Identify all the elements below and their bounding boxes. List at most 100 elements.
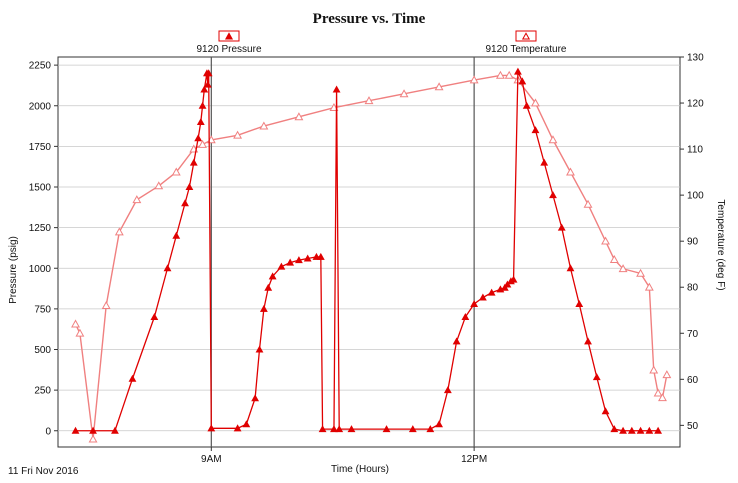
pressure-point [185,182,194,191]
pressure-point [198,101,207,109]
pressure-series [71,67,663,434]
y2-tick-label: 100 [687,191,704,202]
chart-title: Pressure vs. Time [313,11,426,27]
temperature-series [71,70,672,443]
temperature-point [636,268,646,277]
y-tick-label: 1500 [29,183,52,194]
temperature-point [649,365,659,374]
pressure-point [461,312,470,321]
pressure-point [111,426,119,434]
pressure-point [627,426,636,434]
pressure-point [487,288,496,296]
plot-border [57,56,681,448]
y-tick-label: 0 [45,426,51,437]
pressure-point [172,231,181,239]
legend: 9120 Pressure 9120 Temperature [196,30,567,55]
pressure-point [286,258,295,266]
temperature-point [658,393,667,402]
pressure-point [200,85,209,93]
pressure-point [194,134,203,142]
pressure-point [316,252,325,260]
x-tick-label: 9AM [201,454,222,465]
y2-tick-label: 70 [687,329,699,340]
pressure-point [207,424,216,432]
pressure-point [318,425,327,433]
temperature-point [618,264,628,273]
pressure-point [557,223,566,231]
y2-axis-label: Temperature (deg F) [715,199,726,290]
grid-lines [58,57,680,447]
pressure-point [518,77,527,85]
temperature-point [601,236,610,245]
temperature-point [233,130,243,139]
temperature-point [329,103,339,112]
temperature-point [504,70,514,79]
temperature-point [662,370,672,379]
pressure-point [89,426,97,434]
left-axis-ticks: 0 250 500 750 1000 1250 1500 1750 2000 2250 [29,61,58,437]
y-tick-label: 1000 [29,264,52,275]
pressure-point [347,425,356,433]
pressure-point [566,264,575,272]
pressure-point [654,426,663,434]
temperature-point [531,98,540,107]
y2-tick-label: 130 [687,53,704,64]
legend-label: 9120 Temperature [486,44,567,55]
pressure-point [522,101,531,109]
pressure-point [259,304,268,312]
pressure-point [549,191,557,199]
pressure-point [255,345,264,353]
pressure-point [540,158,549,166]
pressure-point [181,199,189,207]
y-tick-label: 500 [34,345,51,356]
temperature-point [198,139,207,148]
temperature-point [294,112,304,121]
pressure-point [204,69,213,77]
y2-tick-label: 80 [687,283,699,294]
temperature-point [88,434,98,443]
pressure-point [71,426,80,434]
pressure-point [584,337,592,345]
pressure-point [330,425,338,433]
y-tick-label: 750 [34,304,51,315]
y2-tick-label: 120 [687,99,704,110]
pressure-point [277,262,286,270]
legend-marker-triangle [224,32,234,40]
temperature-point [101,301,111,310]
pressure-point [303,254,312,262]
pressure-point [645,426,654,434]
y-tick-label: 250 [34,386,51,397]
temperature-point [154,181,164,190]
pressure-point [203,80,212,88]
temperature-point [259,121,269,130]
y-tick-label: 2250 [29,61,52,72]
temperature-point [609,254,619,263]
pressure-point [268,272,277,280]
pressure-point [189,158,198,166]
y-tick-label: 2000 [29,101,52,112]
plot-area [57,56,681,448]
y-axis-label: Pressure (psig) [8,236,19,304]
temperature-point [469,75,479,84]
y-tick-label: 1250 [29,223,52,234]
pressure-point [242,420,251,428]
pressure-point [233,424,242,432]
date-label: 11 Fri Nov 2016 [8,466,79,477]
temperature-point [71,319,80,328]
pressure-point [332,85,341,93]
pressure-point [531,126,540,134]
pressure-point [478,293,487,301]
pressure-point [435,420,443,428]
legend-label: 9120 Pressure [196,44,261,55]
pressure-point [251,394,260,402]
pressure-point [408,425,417,433]
temperature-point [132,195,142,204]
pressure-point [601,407,610,415]
temperature-point [171,167,181,176]
y2-tick-label: 50 [687,421,699,432]
y2-tick-label: 110 [687,145,703,156]
pressure-point [514,67,522,75]
temperature-point [399,89,409,98]
temperature-point [548,135,558,144]
